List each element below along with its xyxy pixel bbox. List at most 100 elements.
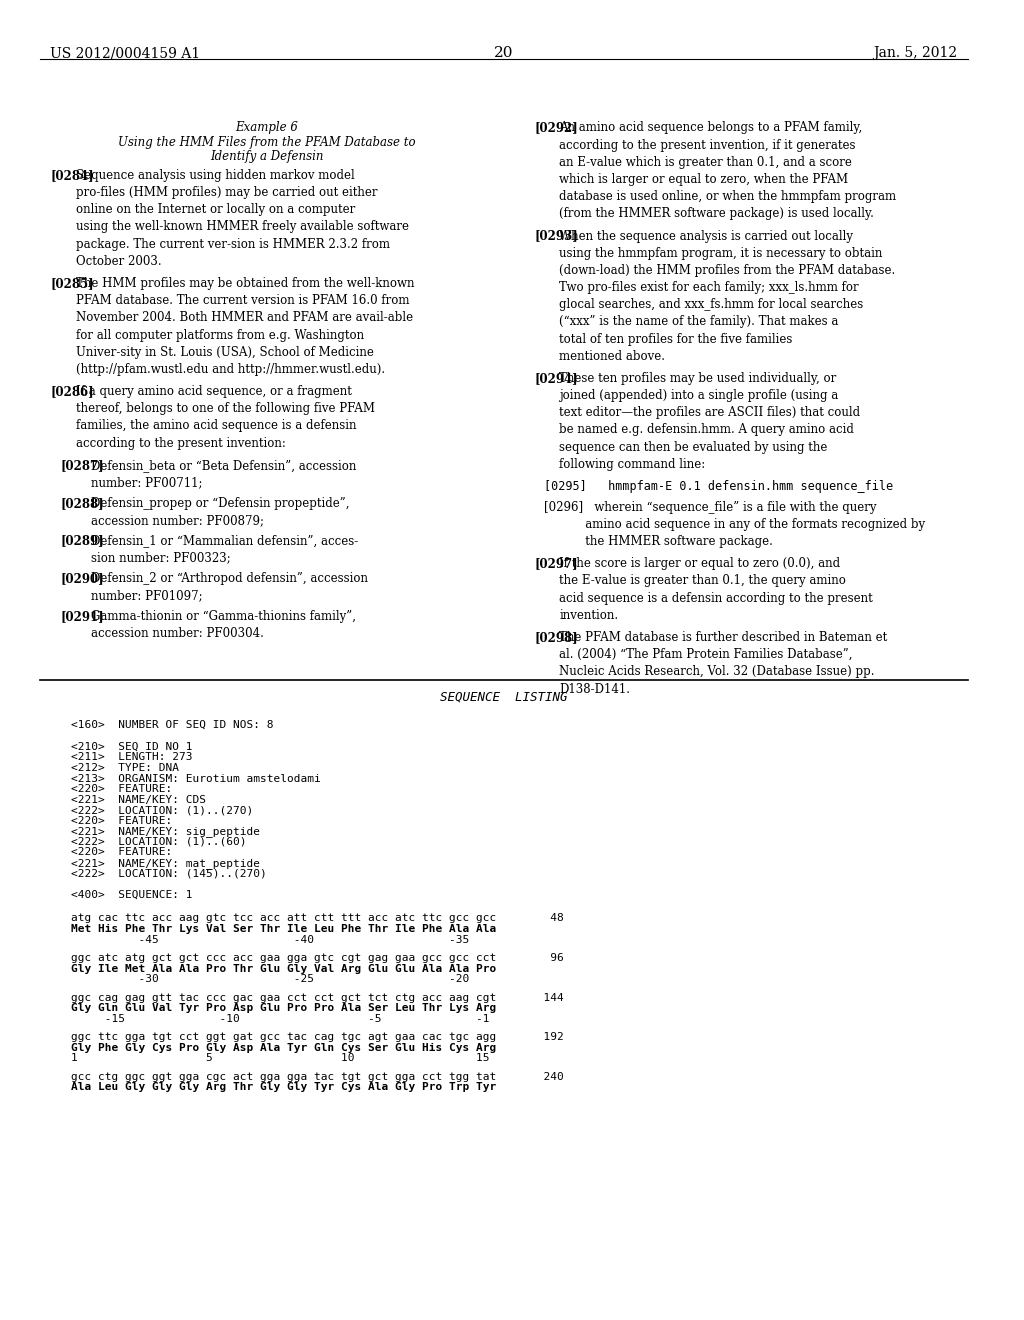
Text: October 2003.: October 2003. <box>76 255 161 268</box>
Text: <210>  SEQ ID NO 1: <210> SEQ ID NO 1 <box>71 742 193 752</box>
Text: <221>  NAME/KEY: sig_peptide: <221> NAME/KEY: sig_peptide <box>71 826 259 837</box>
Text: <222>  LOCATION: (1)..(270): <222> LOCATION: (1)..(270) <box>71 805 253 816</box>
Text: amino acid sequence in any of the formats recognized by: amino acid sequence in any of the format… <box>545 517 926 531</box>
Text: pro-files (HMM profiles) may be carried out either: pro-files (HMM profiles) may be carried … <box>76 186 377 199</box>
Text: text editor—the profiles are ASCII files) that could: text editor—the profiles are ASCII files… <box>559 407 860 420</box>
Text: [0291]: [0291] <box>60 610 104 623</box>
Text: The HMM profiles may be obtained from the well-known: The HMM profiles may be obtained from th… <box>76 277 414 290</box>
Text: <221>  NAME/KEY: CDS: <221> NAME/KEY: CDS <box>71 795 206 805</box>
Text: The PFAM database is further described in Bateman et: The PFAM database is further described i… <box>559 631 888 644</box>
Text: <222>  LOCATION: (1)..(60): <222> LOCATION: (1)..(60) <box>71 837 246 847</box>
Text: which is larger or equal to zero, when the PFAM: which is larger or equal to zero, when t… <box>559 173 849 186</box>
Text: Example 6: Example 6 <box>236 121 299 135</box>
Text: [0284]: [0284] <box>50 169 94 182</box>
Text: Defensin_2 or “Arthropod defensin”, accession: Defensin_2 or “Arthropod defensin”, acce… <box>91 573 368 585</box>
Text: be named e.g. defensin.hmm. A query amino acid: be named e.g. defensin.hmm. A query amin… <box>559 424 854 437</box>
Text: -30                    -25                    -20: -30 -25 -20 <box>71 974 469 985</box>
Text: Gamma-thionin or “Gamma-thionins family”,: Gamma-thionin or “Gamma-thionins family”… <box>91 610 355 623</box>
Text: ggc cag gag gtt tac ccc gac gaa cct cct gct tct ctg acc aag cgt       144: ggc cag gag gtt tac ccc gac gaa cct cct … <box>71 993 563 1003</box>
Text: -15              -10                   -5              -1: -15 -10 -5 -1 <box>71 1014 489 1024</box>
Text: US 2012/0004159 A1: US 2012/0004159 A1 <box>50 46 201 61</box>
Text: joined (appended) into a single profile (using a: joined (appended) into a single profile … <box>559 389 839 403</box>
Text: thereof, belongs to one of the following five PFAM: thereof, belongs to one of the following… <box>76 403 375 416</box>
Text: following command line:: following command line: <box>559 458 706 471</box>
Text: Identify a Defensin: Identify a Defensin <box>210 150 324 164</box>
Text: <211>  LENGTH: 273: <211> LENGTH: 273 <box>71 752 193 763</box>
Text: Univer-sity in St. Louis (USA), School of Medicine: Univer-sity in St. Louis (USA), School o… <box>76 346 374 359</box>
Text: [0286]: [0286] <box>50 385 94 399</box>
Text: [0293]: [0293] <box>535 230 578 243</box>
Text: (down-load) the HMM profiles from the PFAM database.: (down-load) the HMM profiles from the PF… <box>559 264 896 277</box>
Text: invention.: invention. <box>559 609 618 622</box>
Text: Sequence analysis using hidden markov model: Sequence analysis using hidden markov mo… <box>76 169 354 182</box>
Text: [0290]: [0290] <box>60 573 104 585</box>
Text: Defensin_1 or “Mammalian defensin”, acces-: Defensin_1 or “Mammalian defensin”, acce… <box>91 535 358 548</box>
Text: for all computer platforms from e.g. Washington: for all computer platforms from e.g. Was… <box>76 329 364 342</box>
Text: atg cac ttc acc aag gtc tcc acc att ctt ttt acc atc ttc gcc gcc        48: atg cac ttc acc aag gtc tcc acc att ctt … <box>71 913 563 924</box>
Text: accession number: PF00879;: accession number: PF00879; <box>91 513 264 527</box>
Text: If a query amino acid sequence, or a fragment: If a query amino acid sequence, or a fra… <box>76 385 351 399</box>
Text: ggc ttc gga tgt cct ggt gat gcc tac cag tgc agt gaa cac tgc agg       192: ggc ttc gga tgt cct ggt gat gcc tac cag … <box>71 1032 563 1043</box>
Text: An amino acid sequence belongs to a PFAM family,: An amino acid sequence belongs to a PFAM… <box>559 121 862 135</box>
Text: 20: 20 <box>495 46 514 61</box>
Text: an E-value which is greater than 0.1, and a score: an E-value which is greater than 0.1, an… <box>559 156 852 169</box>
Text: Defensin_propep or “Defensin propeptide”,: Defensin_propep or “Defensin propeptide”… <box>91 496 349 510</box>
Text: <220>  FEATURE:: <220> FEATURE: <box>71 847 172 858</box>
Text: [0287]: [0287] <box>60 459 104 473</box>
Text: Met His Phe Thr Lys Val Ser Thr Ile Leu Phe Thr Ile Phe Ala Ala: Met His Phe Thr Lys Val Ser Thr Ile Leu … <box>71 924 496 935</box>
Text: Ala Leu Gly Gly Gly Arg Thr Gly Gly Tyr Cys Ala Gly Pro Trp Tyr: Ala Leu Gly Gly Gly Arg Thr Gly Gly Tyr … <box>71 1082 496 1093</box>
Text: (“xxx” is the name of the family). That makes a: (“xxx” is the name of the family). That … <box>559 315 839 329</box>
Text: -45                    -40                    -35: -45 -40 -35 <box>71 935 469 945</box>
Text: [0298]: [0298] <box>535 631 578 644</box>
Text: <221>  NAME/KEY: mat_peptide: <221> NAME/KEY: mat_peptide <box>71 858 259 869</box>
Text: When the sequence analysis is carried out locally: When the sequence analysis is carried ou… <box>559 230 853 243</box>
Text: <212>  TYPE: DNA: <212> TYPE: DNA <box>71 763 178 774</box>
Text: number: PF00711;: number: PF00711; <box>91 477 202 490</box>
Text: These ten profiles may be used individually, or: These ten profiles may be used individua… <box>559 372 837 385</box>
Text: Using the HMM Files from the PFAM Database to: Using the HMM Files from the PFAM Databa… <box>119 136 416 149</box>
Text: Defensin_beta or “Beta Defensin”, accession: Defensin_beta or “Beta Defensin”, access… <box>91 459 356 473</box>
Text: <222>  LOCATION: (145)..(270): <222> LOCATION: (145)..(270) <box>71 869 266 879</box>
Text: accession number: PF00304.: accession number: PF00304. <box>91 627 263 640</box>
Text: acid sequence is a defensin according to the present: acid sequence is a defensin according to… <box>559 591 873 605</box>
Text: mentioned above.: mentioned above. <box>559 350 666 363</box>
Text: [0296]   wherein “sequence_file” is a file with the query: [0296] wherein “sequence_file” is a file… <box>545 500 877 513</box>
Text: Two pro-files exist for each family; xxx_ls.hmm for: Two pro-files exist for each family; xxx… <box>559 281 859 294</box>
Text: <213>  ORGANISM: Eurotium amstelodami: <213> ORGANISM: Eurotium amstelodami <box>71 774 321 784</box>
Text: [0292]: [0292] <box>535 121 578 135</box>
Text: PFAM database. The current version is PFAM 16.0 from: PFAM database. The current version is PF… <box>76 294 410 308</box>
Text: [0295]   hmmpfam-E 0.1 defensin.hmm sequence_file: [0295] hmmpfam-E 0.1 defensin.hmm sequen… <box>545 480 893 494</box>
Text: using the hmmpfam program, it is necessary to obtain: using the hmmpfam program, it is necessa… <box>559 247 883 260</box>
Text: sequence can then be evaluated by using the: sequence can then be evaluated by using … <box>559 441 827 454</box>
Text: <220>  FEATURE:: <220> FEATURE: <box>71 784 172 795</box>
Text: [0297]: [0297] <box>535 557 578 570</box>
Text: families, the amino acid sequence is a defensin: families, the amino acid sequence is a d… <box>76 420 356 433</box>
Text: November 2004. Both HMMER and PFAM are avail-able: November 2004. Both HMMER and PFAM are a… <box>76 312 413 325</box>
Text: the HMMER software package.: the HMMER software package. <box>545 535 773 548</box>
Text: Gly Ile Met Ala Ala Pro Thr Glu Gly Val Arg Glu Glu Ala Ala Pro: Gly Ile Met Ala Ala Pro Thr Glu Gly Val … <box>71 964 496 974</box>
Text: al. (2004) “The Pfam Protein Families Database”,: al. (2004) “The Pfam Protein Families Da… <box>559 648 853 661</box>
Text: according to the present invention, if it generates: according to the present invention, if i… <box>559 139 856 152</box>
Text: Jan. 5, 2012: Jan. 5, 2012 <box>873 46 957 61</box>
Text: package. The current ver-sion is HMMER 2.3.2 from: package. The current ver-sion is HMMER 2… <box>76 238 389 251</box>
Text: total of ten profiles for the five families: total of ten profiles for the five famil… <box>559 333 793 346</box>
Text: [0289]: [0289] <box>60 535 104 548</box>
Text: sion number: PF00323;: sion number: PF00323; <box>91 552 230 565</box>
Text: <400>  SEQUENCE: 1: <400> SEQUENCE: 1 <box>71 890 193 900</box>
Text: using the well-known HMMER freely available software: using the well-known HMMER freely availa… <box>76 220 409 234</box>
Text: 1                   5                   10                  15: 1 5 10 15 <box>71 1053 489 1064</box>
Text: number: PF01097;: number: PF01097; <box>91 590 203 602</box>
Text: glocal searches, and xxx_fs.hmm for local searches: glocal searches, and xxx_fs.hmm for loca… <box>559 298 863 312</box>
Text: [0294]: [0294] <box>535 372 578 385</box>
Text: database is used online, or when the hmmpfam program: database is used online, or when the hmm… <box>559 190 897 203</box>
Text: [0285]: [0285] <box>50 277 94 290</box>
Text: (from the HMMER software package) is used locally.: (from the HMMER software package) is use… <box>559 207 874 220</box>
Text: <220>  FEATURE:: <220> FEATURE: <box>71 816 172 826</box>
Text: [0288]: [0288] <box>60 496 104 510</box>
Text: Gly Gln Glu Val Tyr Pro Asp Glu Pro Pro Ala Ser Leu Thr Lys Arg: Gly Gln Glu Val Tyr Pro Asp Glu Pro Pro … <box>71 1003 496 1014</box>
Text: Nucleic Acids Research, Vol. 32 (Database Issue) pp.: Nucleic Acids Research, Vol. 32 (Databas… <box>559 665 874 678</box>
Text: (http://pfam.wustl.edu and http://hmmer.wustl.edu).: (http://pfam.wustl.edu and http://hmmer.… <box>76 363 385 376</box>
Text: D138-D141.: D138-D141. <box>559 682 631 696</box>
Text: gcc ctg ggc ggt gga cgc act gga gga tac tgt gct gga cct tgg tat       240: gcc ctg ggc ggt gga cgc act gga gga tac … <box>71 1072 563 1082</box>
Text: SEQUENCE  LISTING: SEQUENCE LISTING <box>440 690 567 704</box>
